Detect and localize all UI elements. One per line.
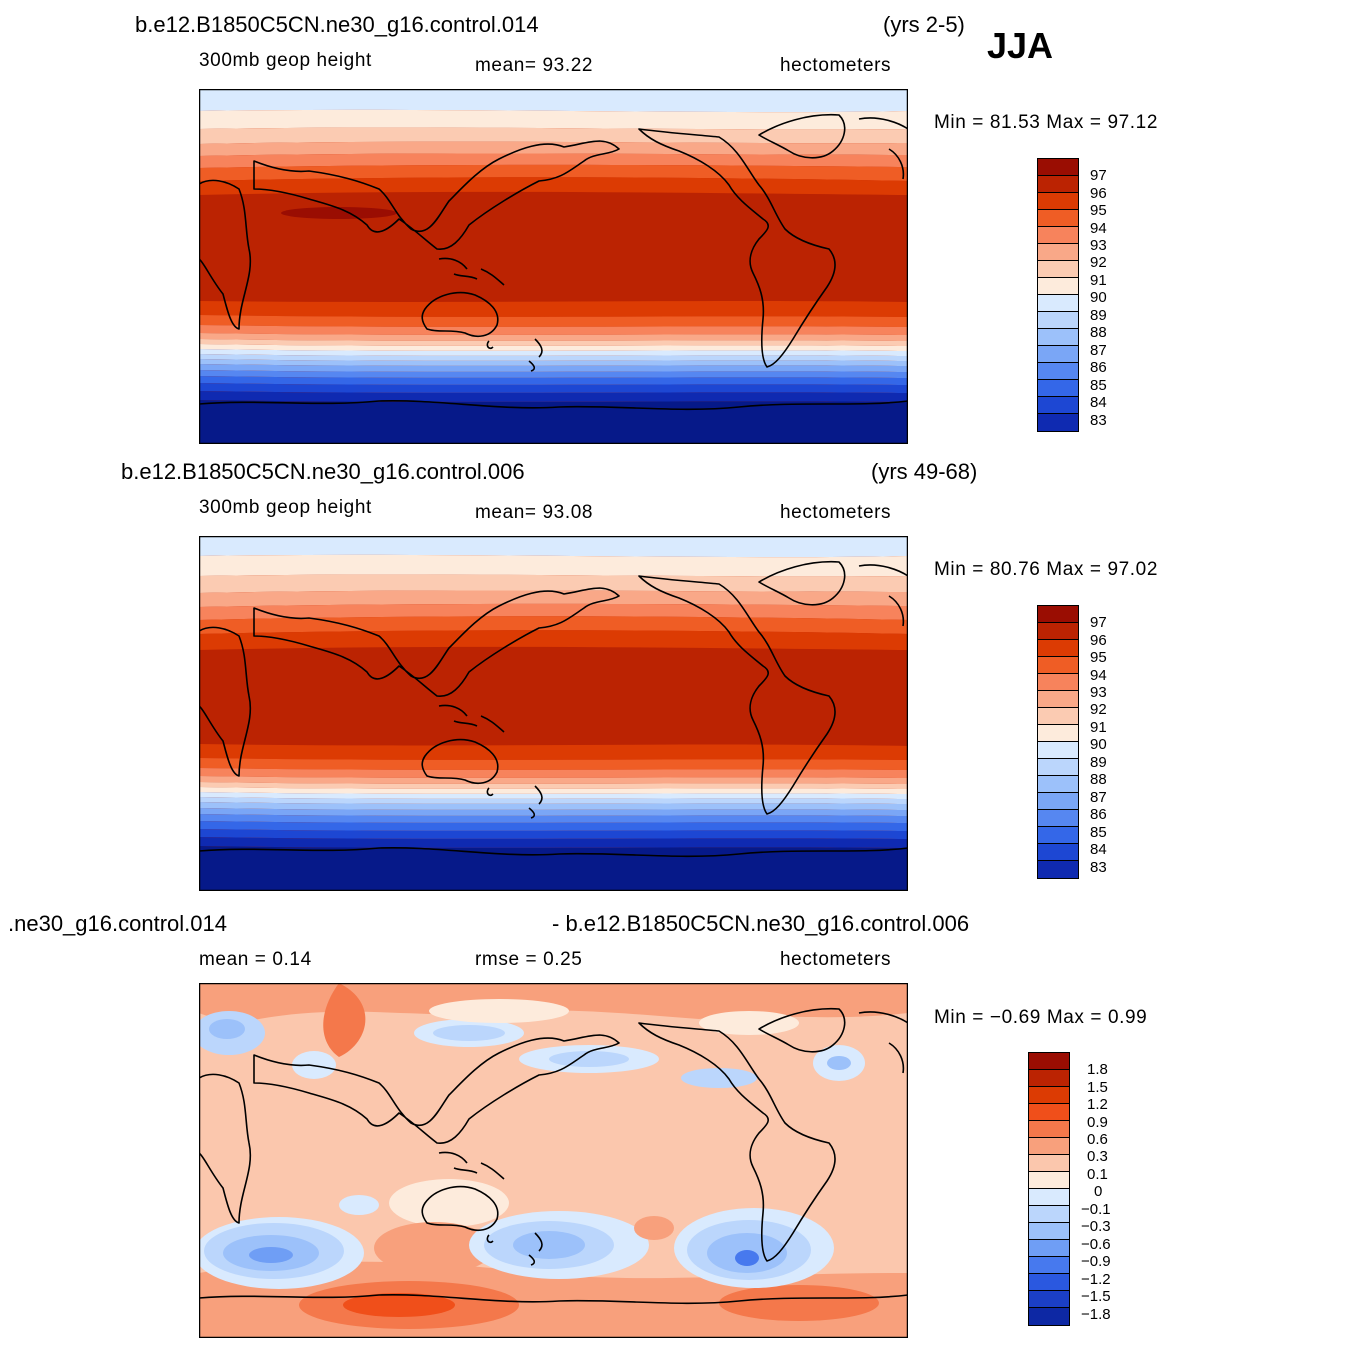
panel1-mean: mean= 93.22 (475, 55, 594, 76)
panel3-colorbar-label: −1.5 (1081, 1288, 1111, 1305)
panel3-mean: mean = 0.14 (199, 949, 312, 970)
panel3-colorbar-label: 0.9 (1087, 1114, 1108, 1131)
panel3-map (199, 983, 908, 1338)
panel2-colorbar-label: 88 (1090, 771, 1107, 788)
panel1-colorbar (1037, 158, 1079, 432)
panel1-colorbar-label: 96 (1090, 185, 1107, 202)
panel3-colorbar-label: 0 (1094, 1183, 1103, 1200)
panel3-colorbar-label: 0.6 (1087, 1131, 1108, 1148)
panel3-colorbar-label: 1.5 (1087, 1079, 1108, 1096)
panel2-colorbar-label: 87 (1090, 789, 1107, 806)
panel1-colorbar-label: 90 (1090, 289, 1107, 306)
panel2-colorbar-label: 92 (1090, 701, 1107, 718)
panel1-units: hectometers (780, 55, 892, 76)
panel3-case-title: .ne30_g16.control.014 (8, 911, 227, 936)
panel1-colorbar-label: 94 (1090, 220, 1107, 237)
panel1-colorbar-label: 83 (1090, 412, 1107, 429)
panel3-colorbar-label: 0.1 (1087, 1166, 1108, 1183)
panel2-colorbar-label: 83 (1090, 859, 1107, 876)
panel3-colorbar-label: −0.9 (1081, 1253, 1111, 1270)
panel2-map (199, 536, 908, 891)
panel3-case-subtrahend: - b.e12.B1850C5CN.ne30_g16.control.006 (552, 911, 970, 936)
panel1-variable: 300mb geop height (199, 50, 372, 71)
panel3-colorbar-label: −0.1 (1081, 1201, 1111, 1218)
panel3-units: hectometers (780, 949, 892, 970)
panel3-colorbar (1028, 1052, 1070, 1326)
panel3-colorbar-label: 1.2 (1087, 1096, 1108, 1113)
panel2-variable: 300mb geop height (199, 497, 372, 518)
panel2-colorbar-label: 85 (1090, 824, 1107, 841)
panel2-minmax: Min = 80.76 Max = 97.02 (934, 559, 1158, 580)
panel2-units: hectometers (780, 502, 892, 523)
panel2-colorbar-label: 97 (1090, 614, 1107, 631)
panel3-minmax: Min = −0.69 Max = 0.99 (934, 1007, 1148, 1028)
panel1-colorbar-label: 91 (1090, 272, 1107, 289)
panel2-case-title: b.e12.B1850C5CN.ne30_g16.control.006 (121, 459, 525, 484)
panel1-colorbar-label: 93 (1090, 237, 1107, 254)
panel2-colorbar-label: 84 (1090, 841, 1107, 858)
panel2-colorbar-label: 95 (1090, 649, 1107, 666)
panel2-colorbar-label: 91 (1090, 719, 1107, 736)
panel3-colorbar-label: 0.3 (1087, 1148, 1108, 1165)
panel2-colorbar-label: 90 (1090, 736, 1107, 753)
panel1-colorbar-label: 88 (1090, 324, 1107, 341)
panel3-colorbar-label: −0.6 (1081, 1236, 1111, 1253)
panel1-colorbar-label: 97 (1090, 167, 1107, 184)
panel2-colorbar-label: 94 (1090, 667, 1107, 684)
panel3-rmse: rmse = 0.25 (475, 949, 583, 970)
panel2-mean: mean= 93.08 (475, 502, 594, 523)
season-label: JJA (987, 25, 1054, 66)
panel2-colorbar-label: 89 (1090, 754, 1107, 771)
panel3-colorbar-label: −0.3 (1081, 1218, 1111, 1235)
panel1-colorbar-label: 87 (1090, 342, 1107, 359)
panel1-colorbar-label: 84 (1090, 394, 1107, 411)
panel1-colorbar-label: 92 (1090, 254, 1107, 271)
panel1-years: (yrs 2-5) (883, 12, 965, 37)
panel2-colorbar-label: 96 (1090, 632, 1107, 649)
panel3-colorbar-label: −1.8 (1081, 1306, 1111, 1323)
panel1-colorbar-label: 89 (1090, 307, 1107, 324)
panel1-colorbar-label: 85 (1090, 377, 1107, 394)
panel1-minmax: Min = 81.53 Max = 97.12 (934, 112, 1158, 133)
panel2-years: (yrs 49-68) (871, 459, 978, 484)
panel1-map (199, 89, 908, 444)
panel3-colorbar-label: 1.8 (1087, 1061, 1108, 1078)
panel2-colorbar (1037, 605, 1079, 879)
panel1-case-title: b.e12.B1850C5CN.ne30_g16.control.014 (135, 12, 539, 37)
panel2-colorbar-label: 86 (1090, 806, 1107, 823)
panel3-colorbar-label: −1.2 (1081, 1271, 1111, 1288)
panel2-colorbar-label: 93 (1090, 684, 1107, 701)
panel1-colorbar-label: 95 (1090, 202, 1107, 219)
panel1-colorbar-label: 86 (1090, 359, 1107, 376)
